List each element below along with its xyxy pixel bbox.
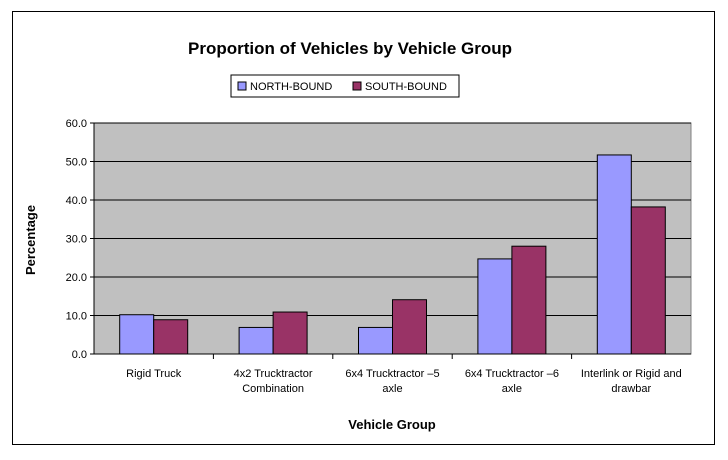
bar-north-bound: [477, 258, 513, 355]
legend: NORTH-BOUND SOUTH-BOUND: [230, 74, 460, 98]
x-tick-label-line: axle: [382, 383, 402, 395]
legend-box: [230, 74, 460, 98]
y-axis-title: Percentage: [23, 205, 38, 275]
legend-label: SOUTH-BOUND: [365, 81, 447, 93]
y-tick-label: 10.0: [66, 311, 87, 323]
bar-north-bound: [119, 314, 155, 355]
x-tick-label: 6x4 Trucktractor –6 axle: [465, 368, 559, 395]
y-tick-label: 0.0: [72, 349, 87, 361]
bar-south-bound: [630, 206, 666, 355]
legend-swatch: [237, 81, 247, 91]
bar-north-bound: [596, 154, 632, 355]
bar-south-bound: [272, 311, 308, 355]
x-tick-label-line: 6x4 Trucktractor –6: [465, 368, 559, 380]
y-tick-label: 60.0: [66, 118, 87, 130]
x-tick-label: 4x2 Trucktractor Combination: [234, 368, 313, 395]
x-tick-label-line: 4x2 Trucktractor: [234, 368, 313, 380]
x-axis-title: Vehicle Group: [348, 417, 435, 432]
bar-north-bound: [238, 326, 274, 355]
x-tick-label-line: Rigid Truck: [126, 368, 182, 380]
x-tick-label: 6x4 Trucktractor –5 axle: [345, 368, 439, 395]
x-tick-label: Interlink or Rigid and drawbar: [581, 368, 682, 395]
x-tick-label-line: Combination: [242, 383, 304, 395]
y-tick-label: 40.0: [66, 195, 87, 207]
x-tick-label-line: axle: [502, 383, 522, 395]
bar-south-bound: [153, 319, 189, 355]
y-tick-label: 30.0: [66, 234, 87, 246]
plot-area: 0.0 10.0 20.0 30.0 40.0 50.0 60.0 Rigid Truck 4x…: [66, 118, 692, 395]
y-tick-label: 50.0: [66, 157, 87, 169]
x-tick-label-line: drawbar: [611, 383, 651, 395]
chart-title: Proportion of Vehicles by Vehicle Group: [188, 39, 512, 58]
legend-label: NORTH-BOUND: [250, 81, 332, 93]
bar-north-bound: [358, 326, 393, 355]
y-tick-label: 20.0: [66, 272, 87, 284]
bar-south-bound: [392, 299, 427, 355]
bar-south-bound: [511, 245, 547, 355]
x-tick-label-line: Interlink or Rigid and: [581, 368, 682, 380]
x-tick-label-line: 6x4 Trucktractor –5: [345, 368, 439, 380]
x-tick-label: Rigid Truck: [126, 368, 182, 380]
legend-swatch: [352, 81, 362, 91]
